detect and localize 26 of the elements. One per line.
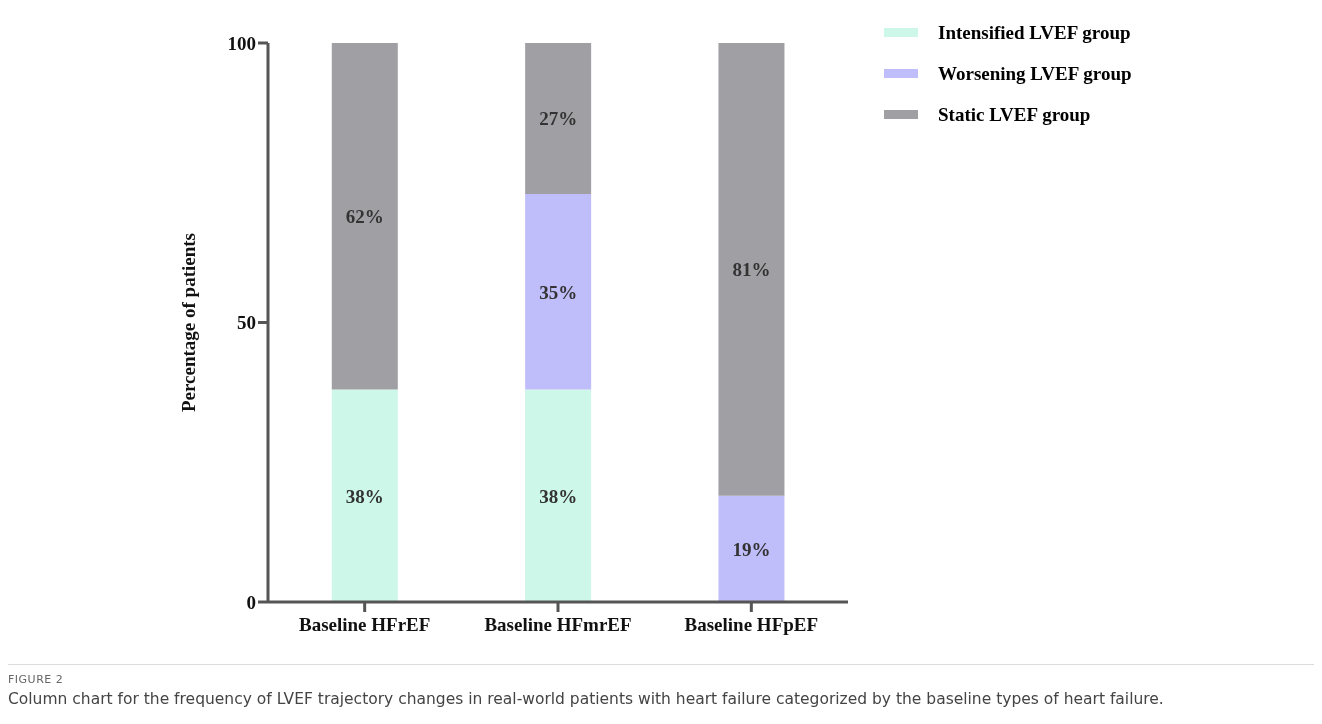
y-axis-title: Percentage of patients [177, 232, 199, 413]
bar [331, 43, 398, 390]
data-label: 35% [539, 281, 578, 303]
legend-label: Intensified LVEF group [938, 21, 1131, 44]
x-tick-label: Baseline HFrEF [298, 614, 431, 636]
caption: FIGURE 2 [8, 673, 65, 686]
bar [331, 389, 398, 602]
y-tick-label: 50 [237, 312, 256, 334]
bar [718, 43, 785, 496]
bar [525, 43, 592, 194]
bar [718, 495, 785, 602]
data-label: 81% [732, 259, 771, 281]
data-label: 27% [539, 108, 578, 130]
bar [525, 389, 592, 602]
x-tick-label: Baseline HFmrEF [484, 614, 632, 636]
y-tick-label: 0 [246, 591, 256, 613]
data-label: 62% [345, 206, 384, 228]
legend-label: Static LVEF group [938, 103, 1091, 126]
bar [525, 193, 592, 390]
x-tick-label: Baseline HFpEF [684, 614, 819, 636]
text: Column chart for the frequency of LVEF trajectory changes in real-world patients with heart failure categorized by the baseline types of heart failure. [8, 690, 1165, 708]
data-label: 38% [345, 485, 384, 507]
data-label: 19% [732, 538, 771, 560]
legend-label: Worsening LVEF group [938, 62, 1132, 85]
y-tick-label: 100 [227, 32, 256, 54]
data-label: 38% [539, 485, 578, 507]
